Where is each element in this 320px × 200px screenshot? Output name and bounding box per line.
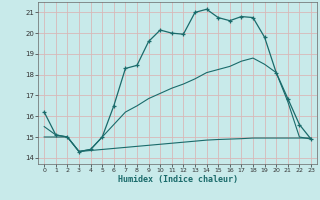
X-axis label: Humidex (Indice chaleur): Humidex (Indice chaleur) [118,175,238,184]
